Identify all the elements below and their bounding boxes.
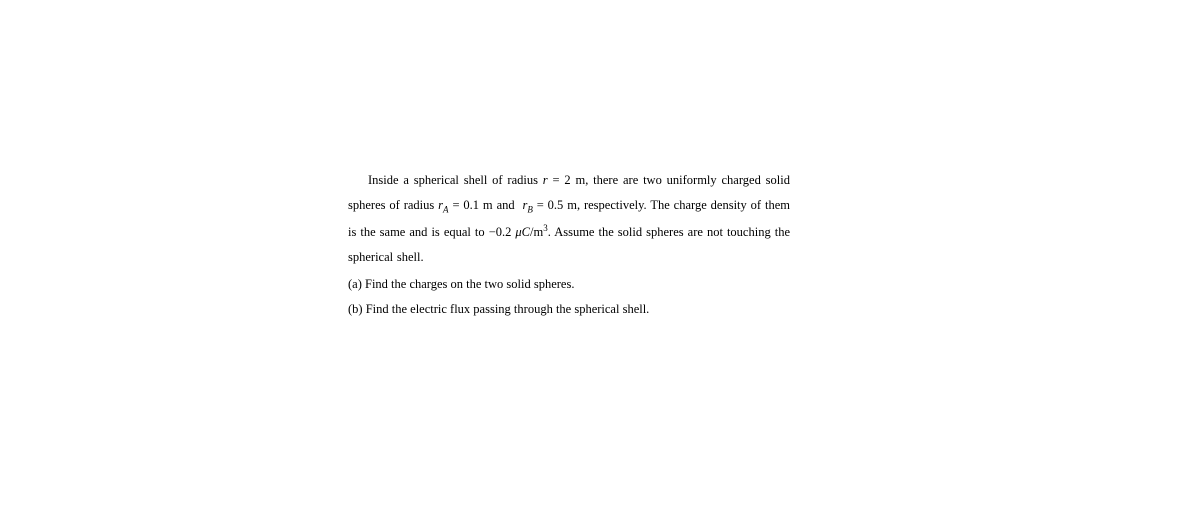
value-rho: −0.2 [489, 225, 516, 239]
text-segment: = [548, 173, 565, 187]
question-a: (a) Find the charges on the two solid sp… [348, 272, 790, 297]
value-r: 2 m [564, 173, 585, 187]
text-segment: = [449, 198, 464, 212]
value-rb: 0.5 m [548, 198, 577, 212]
question-b: (b) Find the electric flux passing throu… [348, 297, 790, 322]
problem-paragraph: Inside a spherical shell of radius r = 2… [348, 168, 790, 270]
problem-text: Inside a spherical shell of radius r = 2… [348, 168, 790, 322]
text-segment: and [493, 198, 519, 212]
unit-per-m: /m [530, 225, 543, 239]
question-list: (a) Find the charges on the two solid sp… [348, 272, 790, 322]
text-segment: Inside a spherical shell of radius [368, 173, 543, 187]
value-ra: 0.1 m [463, 198, 492, 212]
text-segment: = [533, 198, 548, 212]
unit-mu-c: μC [515, 225, 530, 239]
